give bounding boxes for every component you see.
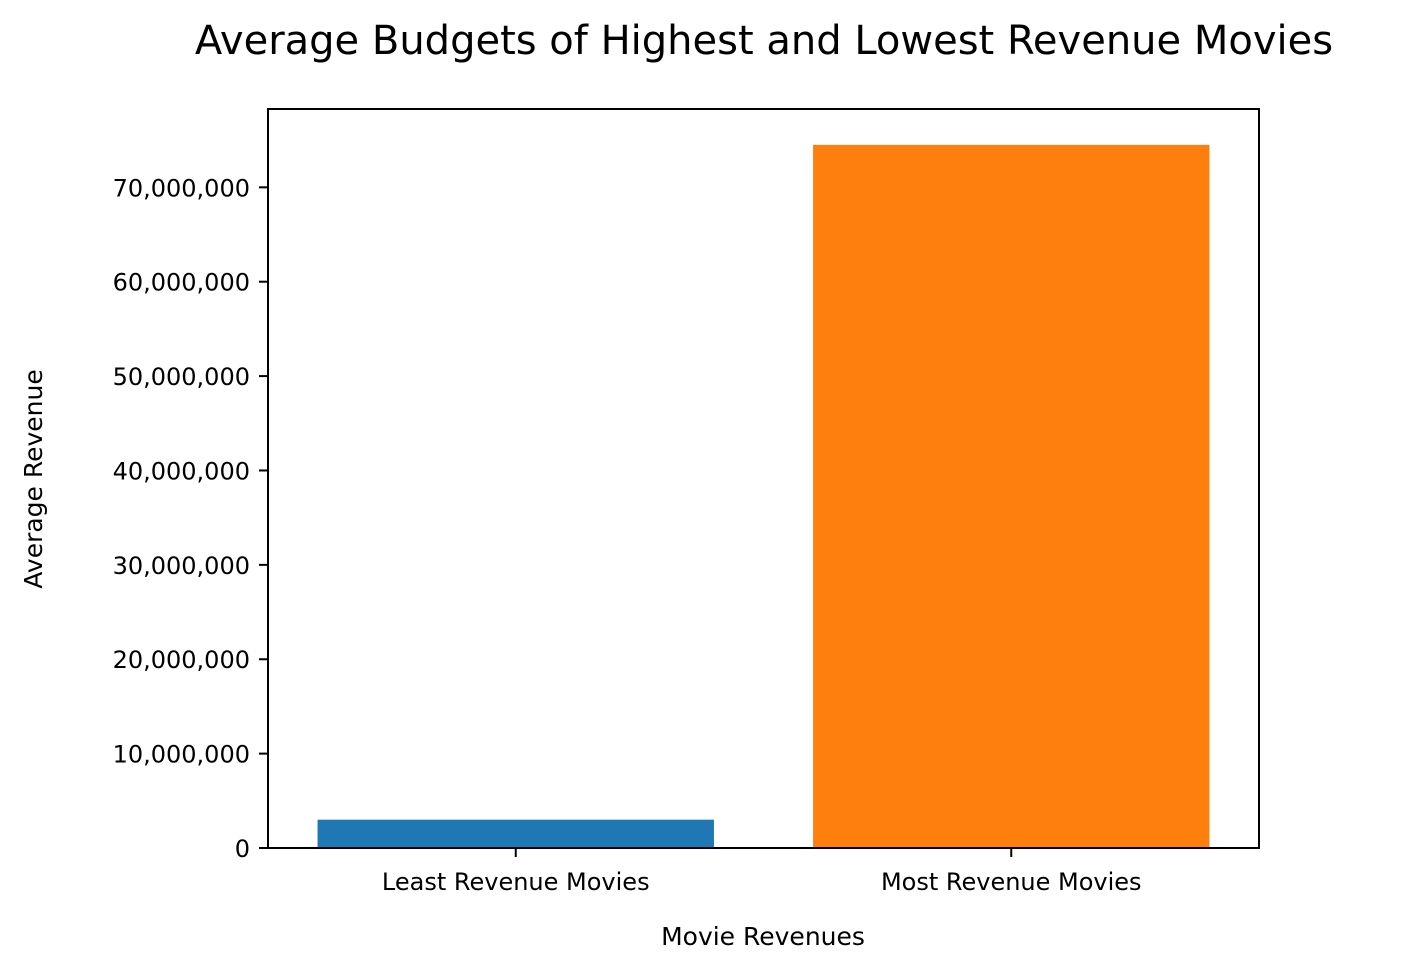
bar-most-revenue-movies bbox=[813, 144, 1210, 848]
bar-least-revenue-movies bbox=[317, 819, 714, 848]
axes-frame bbox=[267, 108, 1260, 849]
x-tick-label: Least Revenue Movies bbox=[382, 868, 650, 896]
y-tick-label: 60,000,000 bbox=[113, 269, 250, 297]
y-axis-label: Average Revenue bbox=[19, 369, 48, 588]
y-tick-label: 20,000,000 bbox=[113, 646, 250, 674]
x-axis-label: Movie Revenues bbox=[661, 922, 865, 951]
y-tick-label: 70,000,000 bbox=[113, 174, 250, 202]
y-tick-label: 0 bbox=[235, 835, 250, 863]
x-tick-label: Most Revenue Movies bbox=[881, 868, 1142, 896]
y-tick-label: 30,000,000 bbox=[113, 552, 250, 580]
y-tick-label: 50,000,000 bbox=[113, 363, 250, 391]
y-tick-label: 10,000,000 bbox=[113, 741, 250, 769]
y-tick-label: 40,000,000 bbox=[113, 457, 250, 485]
plot-area: Least Revenue Movies Most Revenue Movies 0… bbox=[113, 144, 1210, 896]
chart-title: Average Budgets of Highest and Lowest Re… bbox=[195, 18, 1333, 64]
